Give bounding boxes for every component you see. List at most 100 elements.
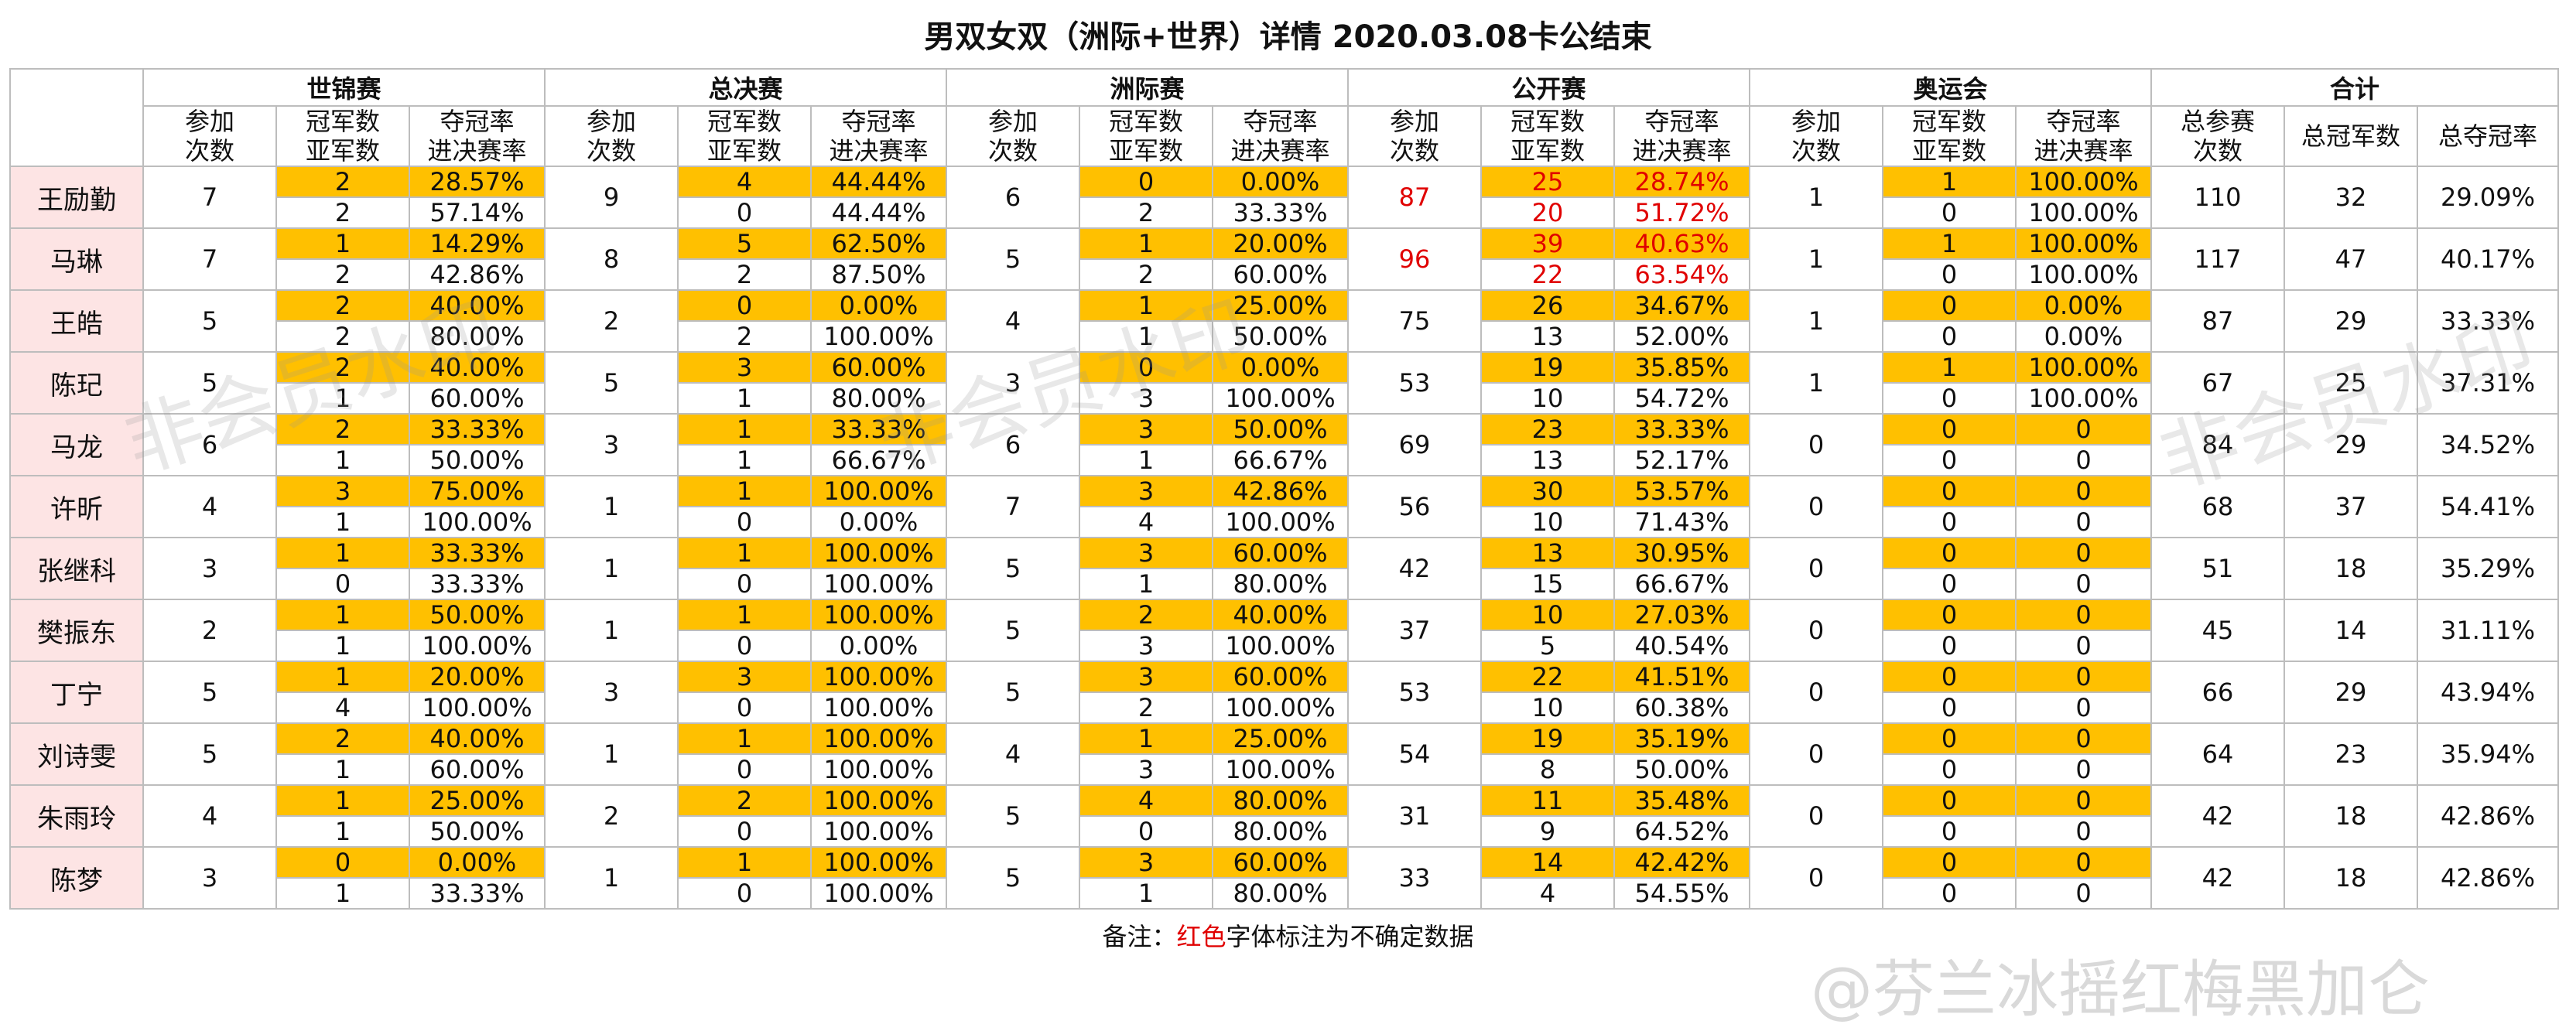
runner-up-cell: 0 [1079, 815, 1213, 848]
runner-up-cell: 13 [1480, 444, 1615, 476]
runner-up-cell: 0 [677, 815, 812, 848]
champion-rate-cell: 33.33% [409, 537, 546, 569]
champion-rate-cell: 50.00% [409, 599, 546, 631]
final-rate-cell: 100.00% [1212, 691, 1349, 724]
participations-cell: 5 [946, 599, 1080, 662]
table-row: 刘诗雯 5 2 40.00% 1 1 100.00% 4 1 25.00% 54 19 35.19% 0 0… [9, 722, 2559, 786]
final-rate-cell: 0 [2015, 630, 2152, 662]
runner-up-cell: 2 [677, 320, 812, 353]
table-row: 1 50.00% 0 100.00% 0 80.00% 9 64.52% 0 0 [10, 815, 2558, 848]
total-participations-cell: 66 [2150, 661, 2285, 724]
final-rate-cell: 52.00% [1613, 320, 1750, 353]
runner-up-cell: 1 [275, 382, 410, 415]
champion-rate-cell: 0.00% [2015, 289, 2152, 322]
total-rate-cell: 42.86% [2417, 846, 2559, 910]
participations-cell: 0 [1749, 413, 1883, 476]
champions-cell: 5 [677, 227, 812, 260]
final-rate-cell: 0 [2015, 753, 2152, 786]
participations-cell: 0 [1749, 661, 1883, 724]
participations-cell: 5 [946, 227, 1080, 291]
runner-up-cell: 2 [677, 258, 812, 291]
final-rate-cell: 60.00% [1212, 258, 1349, 291]
table-row: 1 100.00% 0 0.00% 3 100.00% 5 40.54% 0 0 [10, 630, 2558, 662]
champions-cell: 22 [1480, 661, 1615, 693]
champion-rate-cell: 35.48% [1613, 784, 1750, 817]
champion-rate-cell: 30.95% [1613, 537, 1750, 569]
table-row: 2 57.14% 0 44.44% 2 33.33% 20 51.72% 0 100.00% [10, 196, 2558, 229]
final-rate-cell: 71.43% [1613, 506, 1750, 538]
sub-header-champ-runner: 冠军数 亚军数 [1882, 105, 2017, 167]
participations-cell: 1 [1749, 289, 1883, 353]
champions-cell: 2 [275, 413, 410, 446]
player-name: 丁宁 [9, 661, 144, 724]
champion-rate-cell: 25.00% [1212, 289, 1349, 322]
final-rate-cell: 0 [2015, 568, 2152, 600]
champion-rate-cell: 0 [2015, 846, 2152, 879]
runner-up-cell: 2 [1079, 196, 1213, 229]
total-participations-cell: 42 [2150, 784, 2285, 848]
champions-cell: 1 [677, 413, 812, 446]
participations-cell: 87 [1347, 166, 1482, 229]
total-participations-cell: 117 [2150, 227, 2285, 291]
participations-cell: 3 [544, 413, 679, 476]
final-rate-cell: 0 [2015, 506, 2152, 538]
final-rate-cell: 100.00% [2015, 258, 2152, 291]
runner-up-cell: 5 [1480, 630, 1615, 662]
champions-cell: 0 [1882, 475, 2017, 507]
champion-rate-cell: 75.00% [409, 475, 546, 507]
participations-cell: 96 [1347, 227, 1482, 291]
sub-header-participate: 参加 次数 [1347, 105, 1482, 167]
table-row: 王皓 5 2 40.00% 2 0 0.00% 4 1 25.00% 75 26 34.67% 1 0 0.0… [9, 289, 2559, 353]
participations-cell: 1 [544, 846, 679, 910]
final-rate-cell: 54.55% [1613, 877, 1750, 910]
runner-up-cell: 13 [1480, 320, 1615, 353]
final-rate-cell: 100.00% [1212, 382, 1349, 415]
champions-cell: 1 [275, 537, 410, 569]
table-row: 2 80.00% 2 100.00% 1 50.00% 13 52.00% 0 0.00% [10, 320, 2558, 353]
footnote-suffix: 字体标注为不确定数据 [1226, 922, 1474, 951]
runner-up-cell: 0 [1882, 320, 2017, 353]
champion-rate-cell: 0 [2015, 475, 2152, 507]
total-champions-cell: 29 [2284, 289, 2418, 353]
champions-cell: 2 [275, 722, 410, 755]
sub-header-participate: 参加 次数 [544, 105, 679, 167]
player-name: 刘诗雯 [9, 722, 144, 786]
total-champions-cell: 32 [2284, 166, 2418, 229]
champions-cell: 0 [1079, 351, 1213, 384]
runner-up-cell: 1 [1079, 568, 1213, 600]
participations-cell: 9 [544, 166, 679, 229]
runner-up-cell: 0 [677, 753, 812, 786]
runner-up-cell: 2 [275, 258, 410, 291]
participations-cell: 6 [142, 413, 277, 476]
final-rate-cell: 100.00% [810, 877, 947, 910]
runner-up-cell: 0 [1882, 506, 2017, 538]
champions-cell: 39 [1480, 227, 1615, 260]
runner-up-cell: 2 [1079, 258, 1213, 291]
runner-up-cell: 0 [1882, 691, 2017, 724]
player-name: 樊振东 [9, 599, 144, 662]
runner-up-cell: 0 [677, 691, 812, 724]
player-name: 朱雨玲 [9, 784, 144, 848]
final-rate-cell: 100.00% [810, 753, 947, 786]
champion-rate-cell: 28.74% [1613, 166, 1750, 198]
runner-up-cell: 2 [1079, 691, 1213, 724]
runner-up-cell: 4 [1079, 506, 1213, 538]
total-participations-cell: 110 [2150, 166, 2285, 229]
champions-cell: 0 [1882, 599, 2017, 631]
runner-up-cell: 10 [1480, 691, 1615, 724]
champion-rate-cell: 33.33% [810, 413, 947, 446]
final-rate-cell: 60.00% [409, 382, 546, 415]
final-rate-cell: 60.38% [1613, 691, 1750, 724]
final-rate-cell: 50.00% [409, 815, 546, 848]
runner-up-cell: 3 [1079, 382, 1213, 415]
runner-up-cell: 4 [1480, 877, 1615, 910]
final-rate-cell: 33.33% [409, 877, 546, 910]
sub-header-participate: 参加 次数 [142, 105, 277, 167]
champion-rate-cell: 34.67% [1613, 289, 1750, 322]
champions-cell: 25 [1480, 166, 1615, 198]
champion-rate-cell: 40.00% [409, 289, 546, 322]
footnote: 备注：红色字体标注为不确定数据 [0, 919, 2576, 954]
participations-cell: 1 [1749, 351, 1883, 415]
champions-cell: 1 [677, 722, 812, 755]
participations-cell: 5 [142, 661, 277, 724]
